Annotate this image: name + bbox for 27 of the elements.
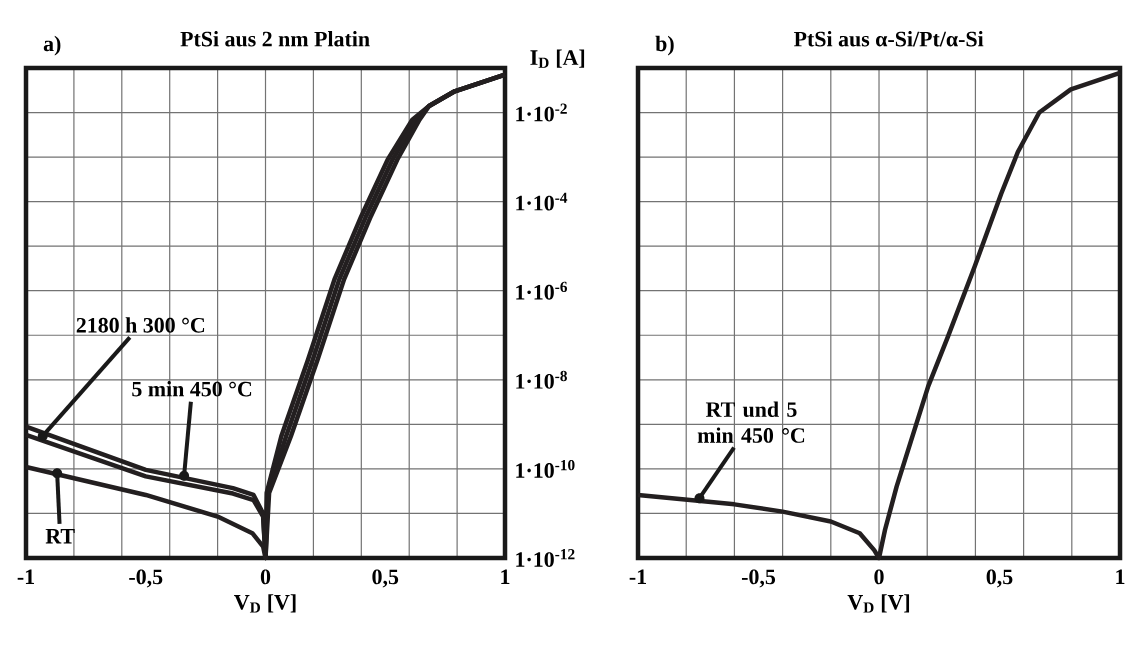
x-tick-label: -1 <box>629 569 647 584</box>
y-tick-label: 1·10$^{-6}$ <box>516 281 568 300</box>
text: b) <box>655 35 674 56</box>
annotation: 5 min 450 °C <box>132 381 252 397</box>
y-axis-title: I$_{D}$ [A] <box>530 49 585 68</box>
x-tick-label: -0,5 <box>741 569 776 588</box>
annotation: 2180 h 300 °C <box>76 317 205 333</box>
x-axis-title: V$_{D}$ [V] <box>847 594 910 613</box>
x-axis-title: V$_{D}$ [V] <box>234 594 296 613</box>
x-tick-label: 0 <box>260 569 271 585</box>
annotation: RT <box>45 529 75 544</box>
chart-title: PtSi aus α-Si/Pt/α-Si <box>793 31 984 47</box>
annotation: RT und 5 min 450 °C <box>697 401 805 443</box>
chart-title: PtSi aus 2 nm Platin <box>180 31 370 47</box>
x-tick-label: -1 <box>17 569 35 584</box>
y-tick-label: 1·10$^{-10}$ <box>516 459 575 478</box>
x-tick-label: 0,5 <box>986 569 1013 588</box>
x-tick-label: -0,5 <box>129 569 163 588</box>
y-tick-label: 1·10$^{-12}$ <box>516 549 575 567</box>
y-tick-label: 1·10$^{-2}$ <box>516 103 567 122</box>
x-tick-label: 1 <box>1116 569 1125 584</box>
x-tick-label: 0 <box>874 569 884 585</box>
y-tick-label: 1·10$^{-4}$ <box>516 192 568 211</box>
text: a) <box>43 35 61 56</box>
x-tick-label: 1 <box>501 569 510 584</box>
y-tick-label: 1·10$^{-8}$ <box>516 370 567 389</box>
x-tick-label: 0,5 <box>372 569 399 588</box>
